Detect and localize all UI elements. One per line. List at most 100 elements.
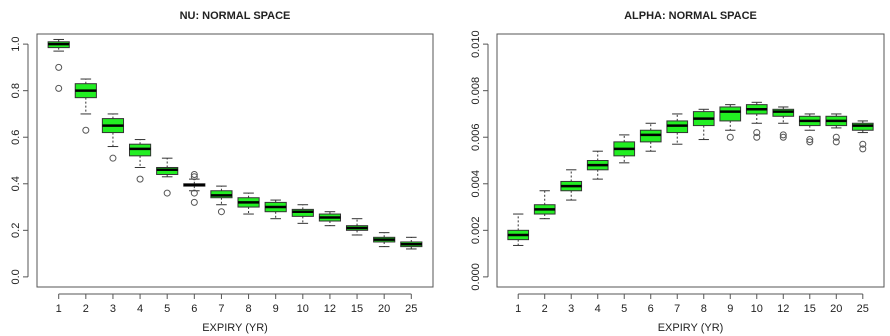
x-tick-label: 8 [701, 303, 707, 315]
plot-frame [36, 33, 434, 288]
box-1 [47, 38, 70, 92]
box-2 [74, 78, 97, 134]
x-tick-label: 25 [857, 303, 869, 315]
y-tick-label: 0.6 [10, 130, 22, 145]
box-25 [851, 120, 874, 153]
outlier-point [753, 129, 761, 137]
outlier-point [859, 140, 867, 148]
x-axis-label: EXPIRY (YR) [202, 322, 268, 334]
outlier-point [832, 133, 840, 141]
outlier-point [779, 131, 787, 139]
x-tick-label: 5 [621, 303, 627, 315]
x-tick-label: 10 [297, 303, 309, 315]
outlier-point [806, 138, 814, 146]
x-tick-label: 3 [110, 303, 116, 315]
x-tick-label: 9 [727, 303, 733, 315]
box-4 [586, 150, 609, 180]
x-tick-label: 3 [568, 303, 574, 315]
y-tick-label: 0.2 [10, 223, 22, 238]
outlier-point [217, 208, 225, 216]
x-tick-label: 9 [273, 303, 279, 315]
outlier-point [190, 189, 198, 197]
outlier-point [82, 126, 90, 134]
box-15 [798, 113, 821, 146]
box-9 [264, 199, 287, 220]
box-9 [719, 104, 742, 141]
x-tick-label: 10 [751, 303, 763, 315]
x-tick-label: 6 [648, 303, 654, 315]
x-tick-label: 7 [218, 303, 224, 315]
outlier-point [136, 175, 144, 183]
box-12 [772, 106, 795, 141]
outlier-point [726, 133, 734, 141]
box-7 [210, 185, 233, 216]
x-tick-label: 20 [830, 303, 842, 315]
y-tick-label: 0.0 [10, 269, 22, 284]
x-tick-label: 7 [674, 303, 680, 315]
x-tick-label: 12 [777, 303, 789, 315]
box-6 [639, 122, 662, 152]
x-tick-label: 2 [542, 303, 548, 315]
box-10 [291, 204, 314, 224]
box-20 [825, 113, 848, 146]
box-1 [507, 213, 530, 246]
y-tick-label: 1.0 [10, 36, 22, 51]
x-tick-label: 6 [191, 303, 197, 315]
x-tick-label: 8 [245, 303, 251, 315]
box-8 [237, 192, 260, 215]
outlier-point [190, 198, 198, 206]
box-12 [318, 211, 342, 227]
outlier-point [190, 173, 198, 181]
box-20 [373, 232, 396, 248]
x-tick-label: 2 [83, 303, 89, 315]
y-tick-label: 0.4 [10, 176, 22, 191]
outlier-point [55, 63, 63, 71]
y-tick-label: 0.008 [470, 77, 482, 105]
outlier-point [163, 189, 171, 197]
box-3 [101, 113, 125, 162]
x-tick-label: 15 [804, 303, 816, 315]
outlier-point [779, 133, 787, 141]
box-iqr [719, 106, 742, 122]
outlier-point [55, 84, 63, 92]
box-15 [345, 218, 369, 236]
chart-title: NU: NORMAL SPACE [180, 10, 291, 22]
box-10 [745, 101, 768, 141]
y-tick-label: 0.8 [10, 83, 22, 98]
outlier-point [859, 145, 867, 153]
outlier-point [806, 136, 814, 144]
box-5 [156, 157, 179, 197]
box-4 [128, 139, 152, 183]
chart-title: ALPHA: NORMAL SPACE [624, 10, 757, 22]
x-tick-label: 4 [595, 303, 601, 315]
chart-panel-2: ALPHA: NORMAL SPACE 0.000 0.002 0.004 0.006 0… [470, 10, 885, 334]
x-tick-label: 1 [515, 303, 521, 315]
box-6 [183, 170, 206, 206]
plot-frame [496, 33, 885, 288]
y-tick-label: 0.000 [470, 263, 482, 291]
y-tick-label: 0.006 [470, 123, 482, 151]
y-tick-label: 0.004 [470, 170, 482, 198]
x-tick-label: 1 [56, 303, 62, 315]
x-tick-label: 15 [351, 303, 363, 315]
x-tick-label: 25 [405, 303, 417, 315]
y-tick-label: 0.002 [470, 217, 482, 245]
box-2 [533, 190, 556, 220]
x-tick-label: 4 [137, 303, 143, 315]
box-5 [613, 134, 636, 164]
outlier-point [190, 170, 198, 178]
box-8 [692, 108, 715, 141]
y-tick-label: 0.010 [470, 30, 482, 58]
outlier-point [109, 154, 117, 162]
outlier-point [753, 133, 761, 141]
x-axis-label: EXPIRY (YR) [658, 322, 724, 334]
box-7 [666, 113, 689, 145]
box-25 [400, 236, 423, 250]
x-tick-label: 20 [378, 303, 390, 315]
outlier-point [832, 138, 840, 146]
x-tick-label: 12 [324, 303, 336, 315]
x-tick-label: 5 [164, 303, 170, 315]
box-3 [560, 169, 583, 201]
